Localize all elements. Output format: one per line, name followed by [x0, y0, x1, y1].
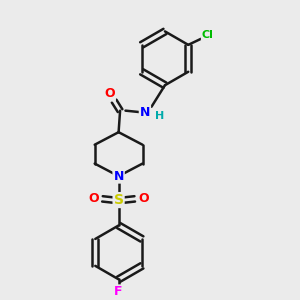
Text: S: S [114, 193, 124, 207]
Text: N: N [113, 169, 124, 183]
Text: Cl: Cl [202, 30, 214, 40]
Text: F: F [114, 285, 123, 298]
Text: O: O [88, 192, 99, 206]
Text: N: N [140, 106, 150, 118]
Text: O: O [138, 192, 149, 206]
Text: H: H [155, 111, 164, 121]
Text: O: O [104, 87, 115, 101]
